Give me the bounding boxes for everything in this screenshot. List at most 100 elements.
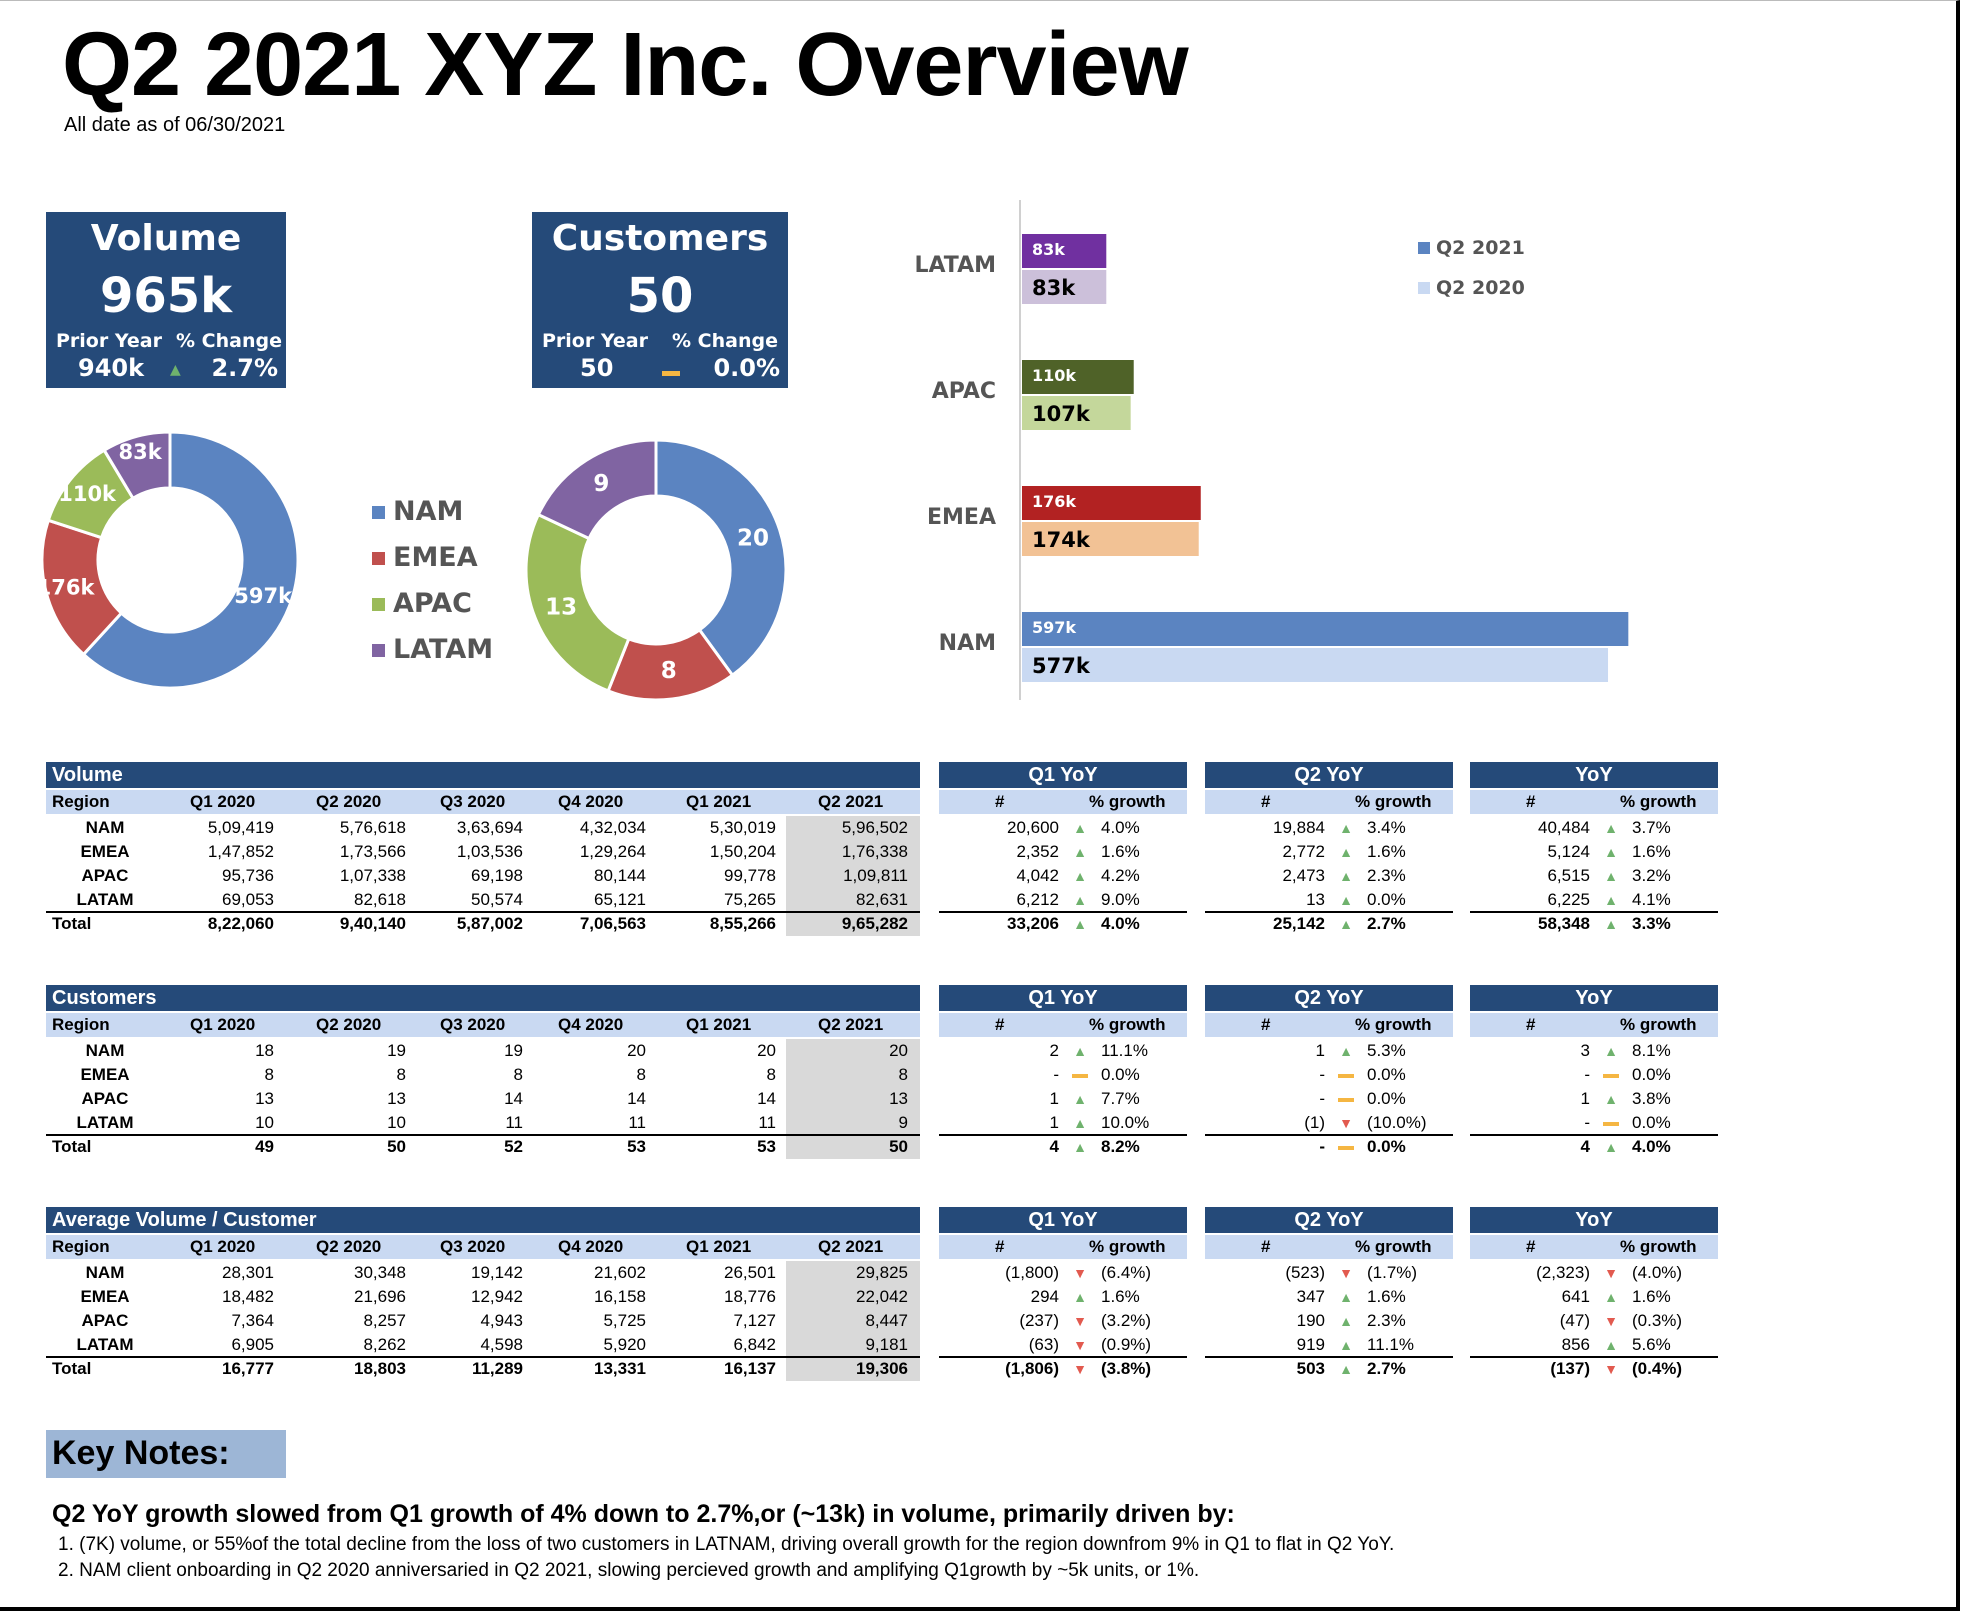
table-cell: 9,181 [865,1335,908,1354]
yoy-growth: 4.0% [1632,1137,1671,1156]
bar-value-label: 83k [1032,240,1065,259]
yoy-number: 2,473 [1282,866,1325,885]
table-cell: 52 [504,1137,523,1156]
yoy-number: 1 [1315,1041,1325,1060]
donut-label: 83k [119,440,163,464]
yoy-title-text: Q2 YoY [1294,1209,1364,1231]
kpi-prior-value: 50 [580,354,614,382]
legend-swatch [372,644,385,657]
total-rule [1470,1134,1718,1136]
up-arrow-icon: ▲ [1604,1289,1618,1305]
flat-dash-icon [1335,1135,1357,1159]
table-cell: 11 [758,1113,776,1132]
column-header: Q1 2020 [190,1237,256,1256]
donut-label: 597k [234,584,293,608]
up-arrow-icon: ▲ [1604,1139,1618,1155]
column-header: Q1 2020 [190,792,256,811]
table-cell: 8 [636,1065,646,1084]
donut-slice-latam [536,438,658,541]
table-cell: 10 [255,1113,274,1132]
table-cell: 13,331 [594,1359,646,1378]
table-cell: 8,55,266 [709,914,776,933]
yoy-growth: 7.7% [1101,1089,1140,1108]
yoy-growth: 8.1% [1632,1041,1671,1060]
table-title-text: Volume [52,764,123,786]
table-cell: 19 [504,1041,523,1060]
yoy-growth: 11.1% [1367,1335,1414,1354]
yoy-growth: 1.6% [1101,1287,1140,1306]
yoy-growth: 3.8% [1632,1089,1671,1108]
table-cell: 6,905 [231,1335,274,1354]
bar-value-label: 577k [1032,654,1091,678]
table-cell: 3,63,694 [456,818,523,837]
up-arrow-icon: ▲ [1339,1043,1353,1059]
table-cell: 1,50,204 [709,842,776,861]
yoy-growth: 2.3% [1367,1311,1406,1330]
yoy-title: Q1 YoY [939,762,1187,788]
table-cell: 11 [505,1113,523,1132]
column-header: Q1 2021 [686,792,752,811]
flat-dash-icon [1600,1111,1622,1135]
donut-slice-latam [102,430,172,501]
highlight-column [786,816,920,936]
table-cell: 53 [627,1137,646,1156]
table-cell: 22,042 [856,1287,908,1306]
table-cell: 28,301 [222,1263,274,1282]
yoy-number: 347 [1296,1287,1325,1306]
yoy-growth: 4.2% [1101,866,1140,885]
yoy-number: 1 [1580,1089,1590,1108]
up-arrow-icon: ▲ [1073,868,1087,884]
yoy-number: 25,142 [1273,914,1325,933]
table-title-text: Customers [52,987,157,1009]
down-arrow-icon: ▼ [1339,1265,1353,1281]
down-arrow-icon: ▼ [1604,1313,1618,1329]
yoy-number: - [1319,1089,1325,1108]
yoy-number: 503 [1296,1359,1325,1378]
region-label: EMEA [80,1065,130,1084]
bar-latam-q2-2020 [1022,270,1107,304]
yoy-growth: (10.0%) [1367,1113,1427,1132]
donut-slice-nam [654,438,788,678]
yoy-header-row [1470,1013,1718,1037]
yoy-number: (2,323) [1536,1263,1590,1282]
kpi-change-label: % Change [176,330,282,352]
table-cell: 5,30,019 [709,818,776,837]
yoy-number: 2 [1049,1041,1059,1060]
yoy-col-number: # [1526,1015,1536,1034]
yoy-number: 1 [1049,1113,1059,1132]
legend-swatch [372,598,385,611]
table-cell: 8 [396,1065,406,1084]
yoy-title-text: YoY [1575,987,1613,1009]
kpi-change-value: 0.0% [713,354,780,382]
yoy-growth: 2.3% [1367,866,1406,885]
yoy-title-text: Q1 YoY [1028,987,1098,1009]
region-label: APAC [81,866,129,885]
region-label: LATAM [76,1335,134,1354]
yoy-growth: (3.8%) [1101,1359,1152,1378]
yoy-number: (47) [1559,1311,1590,1330]
table-cell: 65,121 [594,890,646,909]
yoy-growth: 4.1% [1632,890,1671,909]
yoy-title: Q1 YoY [939,1207,1187,1233]
column-header: Q2 2021 [818,1015,884,1034]
yoy-growth: 1.6% [1367,842,1406,861]
total-rule [939,1134,1187,1136]
bar-category-label: NAM [939,631,996,656]
yoy-growth: 1.6% [1632,842,1671,861]
donut-label: 20 [737,525,769,551]
table-cell: 5,76,618 [339,818,406,837]
yoy-number: 1 [1049,1089,1059,1108]
yoy-title: YoY [1470,1207,1718,1233]
yoy-number: (137) [1550,1359,1590,1378]
bar-apac-q2-2021 [1022,360,1134,394]
total-label: Total [52,1359,92,1378]
down-arrow-icon: ▼ [1339,1115,1353,1131]
table-cell: 20 [757,1041,776,1060]
key-notes-title: Key Notes: [46,1430,286,1478]
yoy-growth: 3.3% [1632,914,1671,933]
yoy-col-growth: % growth [1089,792,1166,811]
volume-kpi-card: Volume 965k Prior Year % Change 940k ▲ 2… [46,212,286,388]
yoy-growth: 0.0% [1367,890,1406,909]
region-label: APAC [81,1311,129,1330]
total-rule [1205,911,1453,913]
